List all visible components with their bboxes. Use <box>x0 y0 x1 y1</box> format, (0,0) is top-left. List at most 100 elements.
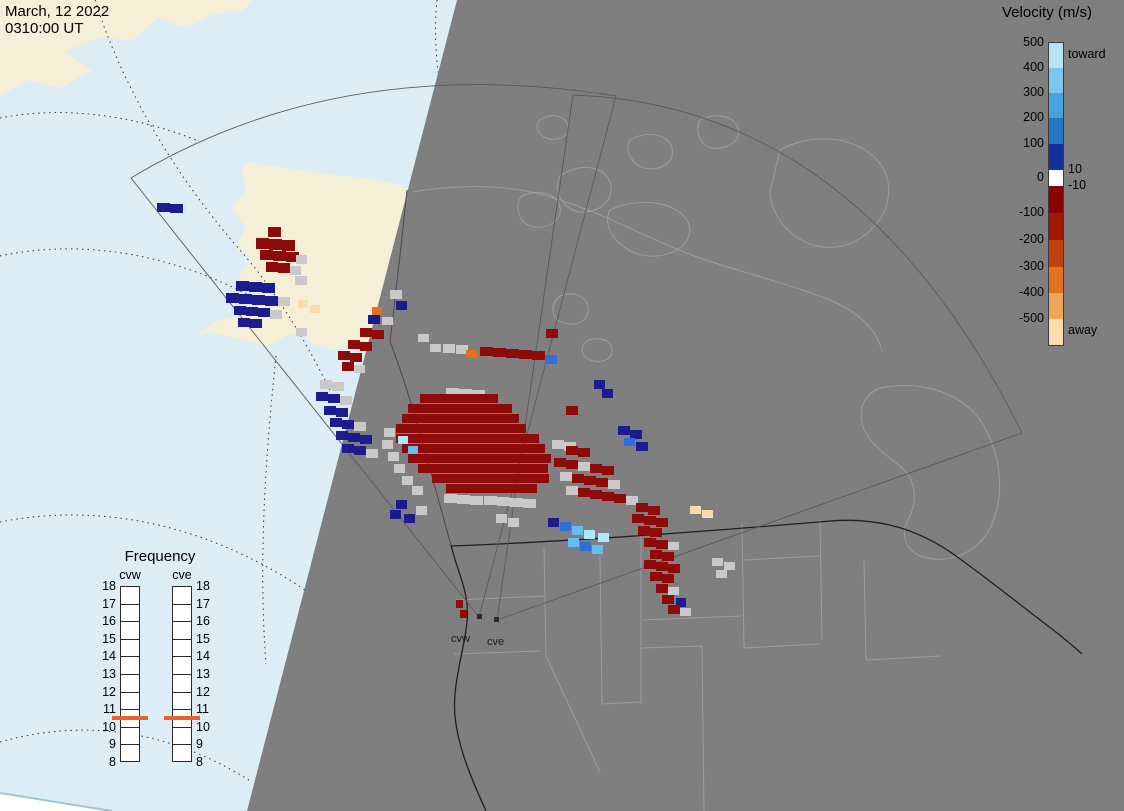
velocity-cell <box>432 474 445 483</box>
velocity-cell <box>454 444 467 453</box>
frequency-tick-label: 15 <box>102 631 116 646</box>
velocity-cell <box>360 342 372 351</box>
velocity-cell <box>650 572 662 581</box>
velocity-cell <box>566 486 578 495</box>
velocity-cell <box>499 454 512 463</box>
velocity-cell <box>460 404 473 413</box>
radar-label-cvw: cvw <box>451 633 470 645</box>
velocity-cell <box>493 348 506 357</box>
frequency-tick-label: 8 <box>109 755 116 769</box>
velocity-cell <box>483 464 496 473</box>
velocity-cell <box>598 533 609 542</box>
velocity-cell <box>444 494 457 503</box>
velocity-cell <box>324 406 336 415</box>
velocity-cell <box>638 526 650 535</box>
velocity-cell <box>636 503 648 512</box>
velocity-cell <box>474 424 487 433</box>
velocity-cell <box>523 499 536 508</box>
velocity-cell <box>258 308 270 317</box>
velocity-cell <box>552 440 564 449</box>
colorbar-segment <box>1049 93 1063 118</box>
velocity-cell <box>508 518 519 527</box>
velocity-cell <box>354 422 366 431</box>
velocity-cell <box>473 404 486 413</box>
velocity-cell <box>656 584 668 593</box>
colorbar-segment <box>1049 267 1063 293</box>
velocity-legend: Velocity (m/s) 500 400 300 200 100 0 -100 -200 -… <box>1000 4 1124 356</box>
colorbar-tick-label: 300 <box>1023 85 1044 99</box>
velocity-cell <box>408 404 421 413</box>
velocity-cell <box>499 404 512 413</box>
velocity-cell <box>496 514 507 523</box>
velocity-cell <box>409 424 422 433</box>
velocity-cell <box>500 434 513 443</box>
velocity-cell <box>372 307 382 315</box>
velocity-cell <box>668 605 680 614</box>
velocity-cell <box>396 301 407 310</box>
frequency-scale-cell <box>173 587 191 605</box>
frequency-scale <box>172 586 192 762</box>
velocity-cell <box>354 365 365 373</box>
frequency-tick-label: 15 <box>196 631 210 646</box>
velocity-cell <box>456 345 468 354</box>
velocity-cell <box>560 472 572 481</box>
velocity-cell <box>282 240 295 251</box>
land-chukotka <box>0 0 252 96</box>
velocity-cell <box>459 484 472 493</box>
velocity-cell <box>332 382 344 391</box>
colorbar-segment <box>1049 186 1063 213</box>
velocity-cell <box>566 460 578 469</box>
velocity-cell <box>470 496 483 505</box>
velocity-cell <box>538 454 551 463</box>
velocity-cell <box>441 444 454 453</box>
velocity-cell <box>316 392 328 401</box>
velocity-cell <box>602 492 614 501</box>
velocity-cell <box>360 328 372 337</box>
velocity-cell <box>412 486 423 495</box>
velocity-cell <box>415 444 428 453</box>
frequency-scale-cell <box>173 675 191 693</box>
frequency-scale-cell <box>173 745 191 763</box>
velocity-cell <box>435 434 448 443</box>
velocity-cell <box>418 334 429 342</box>
velocity-cell <box>404 514 415 523</box>
frequency-column-label: cvw <box>119 568 141 582</box>
velocity-cell <box>602 389 613 398</box>
velocity-cell <box>408 446 418 454</box>
frequency-tick-label: 13 <box>102 667 116 681</box>
colorbar-tick-label: -300 <box>1018 259 1044 273</box>
velocity-cell <box>256 238 269 249</box>
frequency-tick-label: 10 <box>102 719 116 734</box>
velocity-cell <box>498 484 511 493</box>
colorbar-segment <box>1049 118 1063 144</box>
frequency-tick-label: 13 <box>196 667 210 681</box>
velocity-cell <box>554 458 566 467</box>
velocity-cell <box>513 434 526 443</box>
velocity-cell <box>618 426 630 435</box>
velocity-cell <box>396 424 409 433</box>
velocity-cell <box>170 204 183 213</box>
velocity-cell <box>513 424 526 433</box>
velocity-cell <box>602 466 614 475</box>
frequency-marker <box>164 716 200 720</box>
frequency-tick-label: 14 <box>102 649 116 664</box>
velocity-cell <box>510 498 523 507</box>
velocity-cell <box>724 562 735 570</box>
velocity-cell <box>519 350 532 359</box>
velocity-cell <box>566 406 578 415</box>
velocity-cell <box>238 318 250 327</box>
colorbar-side-label: away <box>1068 323 1098 337</box>
velocity-cell <box>415 414 428 423</box>
velocity-cell <box>448 434 461 443</box>
velocity-cell <box>278 263 290 273</box>
velocity-cell <box>342 362 354 371</box>
velocity-cell <box>396 500 407 509</box>
colorbar-side-label: 10 <box>1068 162 1082 176</box>
colorbar-tick-label: -200 <box>1018 232 1044 246</box>
velocity-cell <box>676 598 686 607</box>
velocity-cell <box>441 414 454 423</box>
velocity-cell <box>420 394 433 403</box>
velocity-cell <box>461 434 474 443</box>
velocity-cell <box>568 538 579 547</box>
velocity-cell <box>644 516 656 525</box>
